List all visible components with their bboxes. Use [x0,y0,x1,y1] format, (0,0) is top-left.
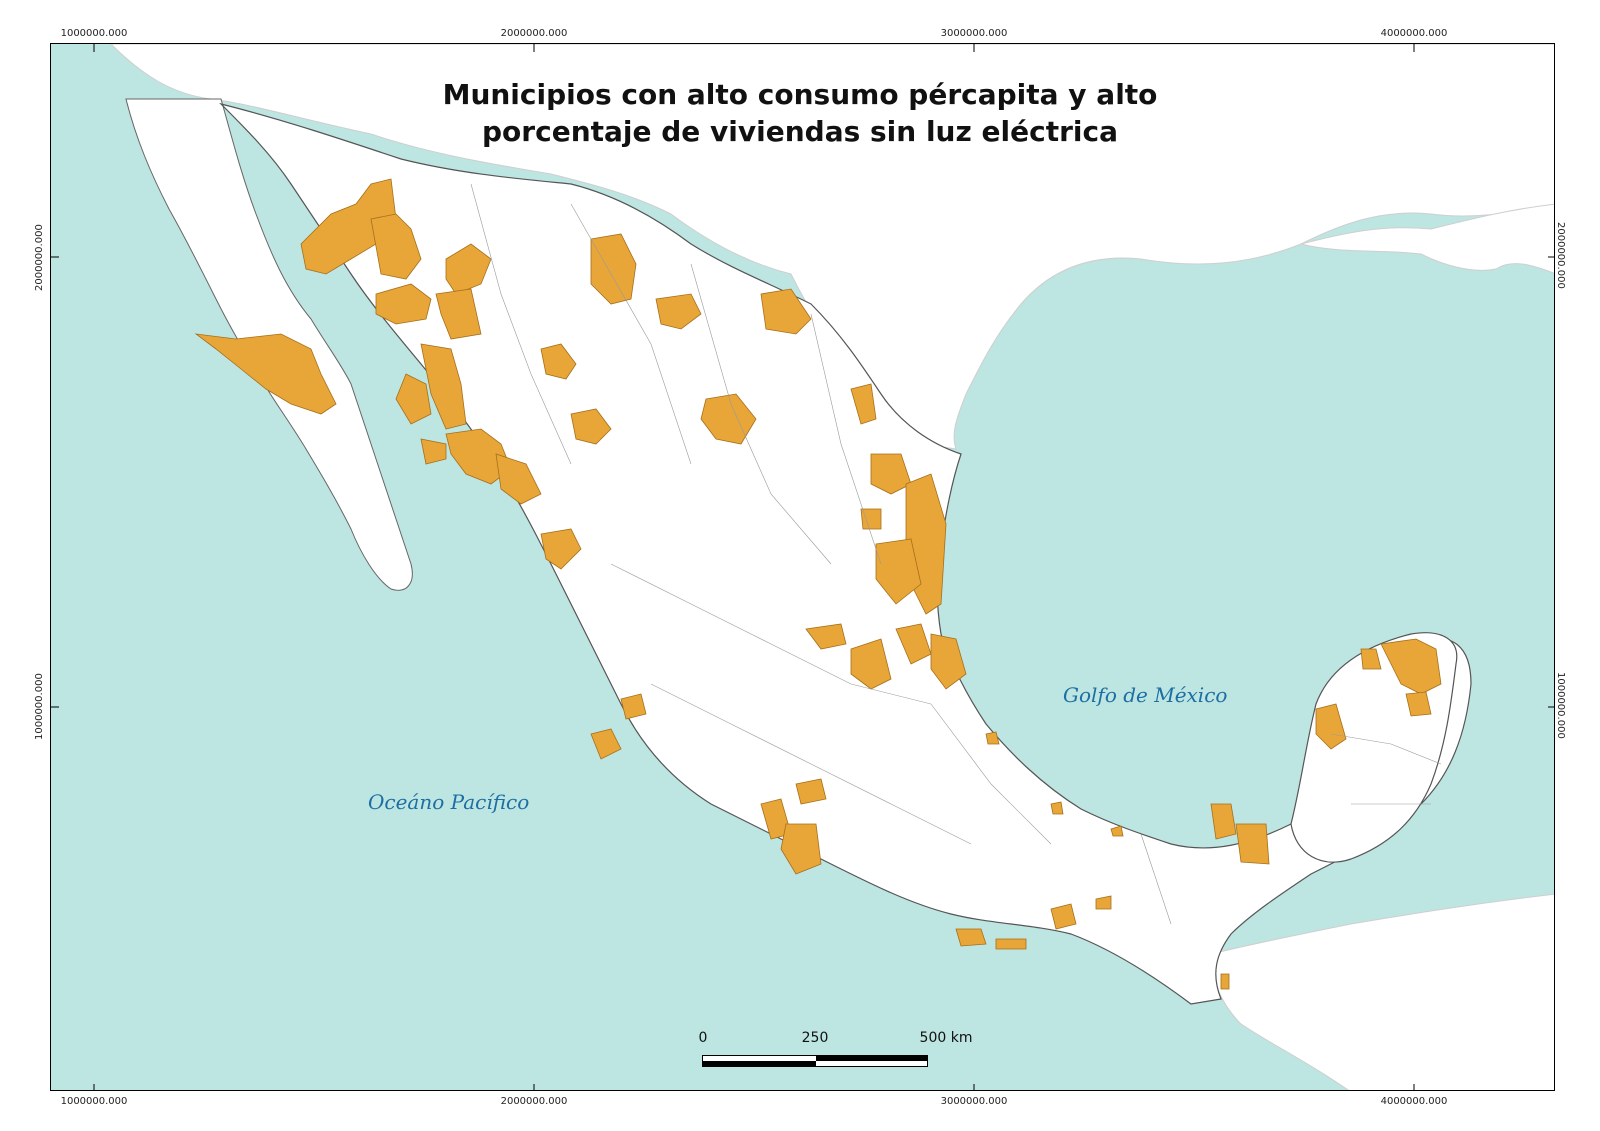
municipality-region [1110,825,1124,837]
municipality-region [1235,823,1270,865]
y-tick-left-1: 2000000.000 [34,224,45,291]
map-title-line-1: Municipios con alto consumo pércapita y … [442,78,1158,111]
x-tick-bottom-2: 2000000.000 [500,1096,568,1107]
y-tick-right-2: 1000000.000 [1555,672,1566,739]
scale-label-250: 250 [801,1030,829,1046]
map-title: Municipios con alto consumo pércapita y … [370,76,1230,150]
municipality-region [445,243,492,295]
municipality-region [655,293,702,330]
x-tick-bottom-4: 4000000.000 [1380,1096,1448,1107]
municipality-region [870,453,912,495]
municipality-region [435,288,482,340]
central-america-landmass [1210,893,1554,1090]
municipality-region [860,508,882,530]
mexico-mainland [219,102,1472,1005]
x-tick-top-4: 4000000.000 [1380,28,1448,39]
scale-bar: 0 250 500 km [698,1030,972,1072]
y-tick-left-2: 1000000.000 [34,673,45,740]
pacific-ocean-label: Oceáno Pacífico [368,790,530,814]
municipality-region [620,693,647,720]
municipality-region [850,638,892,690]
municipality-region [420,438,447,465]
x-tick-top-2: 2000000.000 [500,28,568,39]
x-tick-top-3: 3000000.000 [940,28,1008,39]
municipality-region [1315,703,1347,750]
municipality-region [194,333,337,415]
municipality-region [1050,903,1077,930]
municipality-region [1095,895,1112,910]
municipality-region [850,383,877,425]
municipality-region [1405,691,1432,717]
frame-ticks [51,44,1554,1090]
y-tick-right-1: 2000000.000 [1555,222,1566,289]
x-tick-bottom-3: 3000000.000 [940,1096,1008,1107]
municipality-region [930,633,967,690]
scale-label-0: 0 [698,1030,708,1046]
map-frame [50,43,1555,1091]
municipality-region [985,731,1000,745]
map-title-line-2: porcentaje de viviendas sin luz eléctric… [482,115,1118,148]
scale-segment-lower-white [816,1061,927,1066]
municipality-region [540,343,577,380]
municipality-region [1380,638,1442,695]
municipality-region [540,528,582,570]
municipality-region [590,233,637,305]
highlighted-municipalities [194,178,1442,990]
state-borders [470,183,1442,925]
scale-track [702,1055,928,1067]
municipality-region [590,728,622,760]
municipality-region [795,778,827,805]
municipality-region [420,343,467,430]
municipality-region [495,453,542,505]
scale-segment-lower-black [703,1061,816,1066]
municipality-region [375,283,432,325]
map-canvas[interactable] [51,44,1555,1091]
municipality-region [805,623,847,650]
scale-label-500: 500 km [919,1030,973,1046]
municipality-region [875,538,922,605]
florida-landmass [1300,203,1554,274]
municipality-region [700,393,757,445]
municipality-region [1220,973,1230,990]
x-tick-top-1: 1000000.000 [60,28,128,39]
municipality-region [780,823,822,875]
municipality-region [570,408,612,445]
municipality-region [760,288,812,335]
municipality-region [370,213,422,280]
municipality-region [1050,801,1064,815]
municipality-region [1210,803,1237,840]
gulf-of-mexico-label: Golfo de México [1063,683,1228,707]
municipality-region [395,373,432,425]
municipality-region [955,928,987,947]
x-tick-bottom-1: 1000000.000 [60,1096,128,1107]
municipality-region [995,938,1027,950]
municipality-region [1360,648,1382,670]
